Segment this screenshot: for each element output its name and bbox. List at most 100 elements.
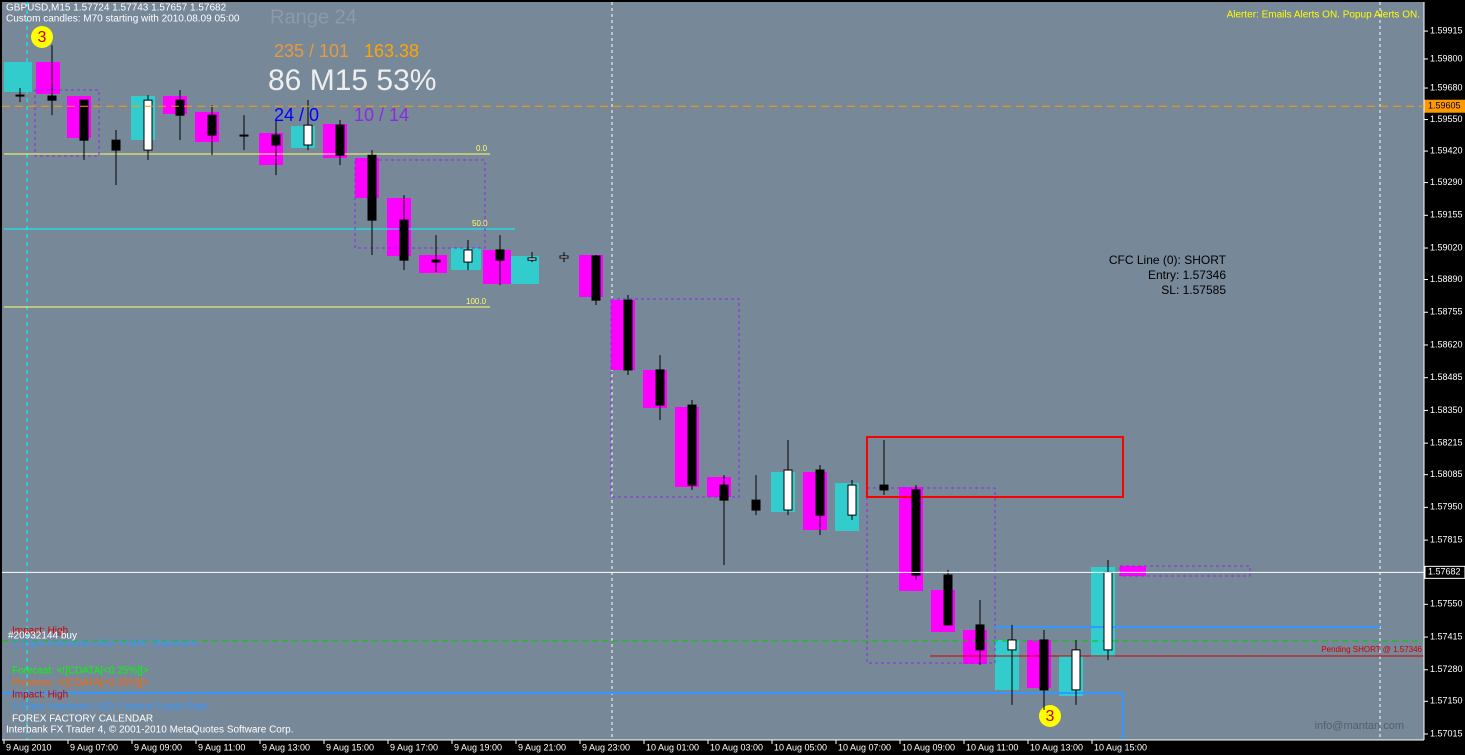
candle-body <box>495 249 505 261</box>
cfc-entry: Entry: 1.57346 <box>1148 268 1226 282</box>
watermark: info@mantan.com <box>1315 720 1404 732</box>
y-tick-label: 1.59290 <box>1430 177 1463 187</box>
candle-body <box>463 249 473 263</box>
x-tick-label: 9 Aug 11:00 <box>198 742 245 752</box>
range-label: Range 24 <box>270 6 357 28</box>
candle-body <box>879 484 889 491</box>
candle-body <box>687 404 697 486</box>
calendar-event: 2:15pm Interbank USD: Federal Funds Rate <box>12 702 208 713</box>
y-tick-label: 1.59550 <box>1430 114 1463 124</box>
x-tick-label: 10 Aug 01:00 <box>646 742 699 752</box>
y-tick-label: 1.58485 <box>1430 372 1463 382</box>
calendar-impact: Impact: High <box>12 690 68 701</box>
wave-marker <box>1039 705 1061 727</box>
candle-body <box>175 99 185 116</box>
price-tag-label: 1.59605 <box>1428 101 1461 111</box>
cfc-line: CFC Line (0): SHORT <box>1109 253 1227 267</box>
chart-title: GBPUSD,M15 1.57724 1.57743 1.57657 1.576… <box>6 3 227 14</box>
custom-candle <box>419 255 447 273</box>
custom-candle <box>36 62 60 94</box>
x-tick-label: 10 Aug 05:00 <box>774 742 827 752</box>
y-tick-label: 1.59800 <box>1430 53 1463 63</box>
plot-area <box>2 2 1424 740</box>
ratio-label: 235 / 101 <box>274 41 349 61</box>
price-tag-label: 1.57682 <box>1428 567 1461 577</box>
candle-body <box>47 95 57 101</box>
x-tick-label: 9 Aug 19:00 <box>454 742 502 752</box>
chart-subtitle: Custom candles: M70 starting with 2010.0… <box>6 14 240 25</box>
candle-body <box>623 299 633 371</box>
candle-body <box>207 114 217 136</box>
fib-label: 0.0 <box>476 144 488 153</box>
count-label: 10 / 14 <box>354 105 409 125</box>
candle-body <box>143 99 153 151</box>
candle-body <box>111 139 121 151</box>
x-tick-label: 10 Aug 09:00 <box>902 742 955 752</box>
wave-label: 3 <box>38 29 47 46</box>
y-tick-label: 1.57015 <box>1430 728 1463 738</box>
order-label: #20932144 buy <box>8 631 77 642</box>
range-box <box>610 298 740 498</box>
y-tick-label: 1.59020 <box>1430 242 1463 252</box>
y-tick-label: 1.58755 <box>1430 307 1463 317</box>
candle-body <box>271 134 281 146</box>
count-label: 24 / 0 <box>274 105 319 125</box>
fib-label: 50.0 <box>472 219 488 228</box>
x-tick-label: 10 Aug 03:00 <box>710 742 763 752</box>
x-tick-label: 10 Aug 11:00 <box>966 742 1018 752</box>
candle-body <box>847 484 857 516</box>
copyright: Interbank FX Trader 4, © 2001-2010 MetaQ… <box>6 725 294 736</box>
y-tick-label: 1.57150 <box>1430 696 1463 706</box>
candle-body <box>367 154 377 221</box>
x-tick-label: 9 Aug 13:00 <box>262 742 310 752</box>
candle-body <box>1103 571 1113 651</box>
calendar-forecast: Forecast: <![CDATA[<0.25%]]> <box>12 666 149 677</box>
y-tick-label: 1.58085 <box>1430 469 1463 479</box>
x-tick-label: 10 Aug 07:00 <box>838 742 891 752</box>
candle-body <box>15 94 25 97</box>
pips-label: 163.38 <box>364 41 419 61</box>
candle-body <box>655 369 665 406</box>
y-tick-label: 1.58620 <box>1430 339 1463 349</box>
y-tick-label: 1.57550 <box>1430 599 1463 609</box>
candle-body <box>975 624 985 651</box>
candle-body <box>559 255 569 259</box>
calendar-previous: Previous: <![CDATA[<0.25%]]> <box>12 678 149 689</box>
y-tick-label: 1.59915 <box>1430 25 1463 35</box>
y-tick-label: 1.59680 <box>1430 82 1463 92</box>
x-tick-label: 9 Aug 23:00 <box>582 742 630 752</box>
y-tick-label: 1.57280 <box>1430 664 1463 674</box>
price-tag <box>1424 565 1465 579</box>
x-tick-label: 10 Aug 13:00 <box>1030 742 1083 752</box>
candle-body <box>815 469 825 516</box>
range-box <box>866 487 996 664</box>
calendar-source: FOREX FACTORY CALENDAR <box>12 714 153 725</box>
y-tick-label: 1.57815 <box>1430 534 1463 544</box>
range-box <box>354 159 486 249</box>
candle-body <box>1039 639 1049 691</box>
candle-body <box>943 574 953 626</box>
alerter: Alerter: Emails Alerts ON. Popup Alerts … <box>1227 10 1420 21</box>
range-box <box>1119 565 1251 577</box>
custom-candle <box>1120 566 1146 576</box>
candle-body <box>1071 649 1081 691</box>
candle-body <box>303 124 313 146</box>
x-tick-label: 9 Aug 17:00 <box>390 742 438 752</box>
fib-label: 100.0 <box>466 297 487 306</box>
candle-body <box>719 484 729 501</box>
candle-body <box>911 489 921 576</box>
x-tick-label: 9 Aug 07:00 <box>70 742 118 752</box>
x-tick-label: 9 Aug 21:00 <box>518 742 566 752</box>
calendar-event: 2:15pm Interbank USD: FOMC Statement <box>12 639 197 650</box>
x-tick-label: 9 Aug 2010 <box>6 742 52 752</box>
candle-body <box>431 259 441 263</box>
candle-body <box>591 255 601 301</box>
range-box <box>34 89 100 157</box>
y-tick-label: 1.59420 <box>1430 145 1463 155</box>
x-tick-label: 9 Aug 09:00 <box>134 742 182 752</box>
y-tick-label: 1.57950 <box>1430 502 1463 512</box>
wave-marker <box>31 26 53 48</box>
custom-candle <box>511 256 539 284</box>
zone-box <box>866 436 1124 498</box>
